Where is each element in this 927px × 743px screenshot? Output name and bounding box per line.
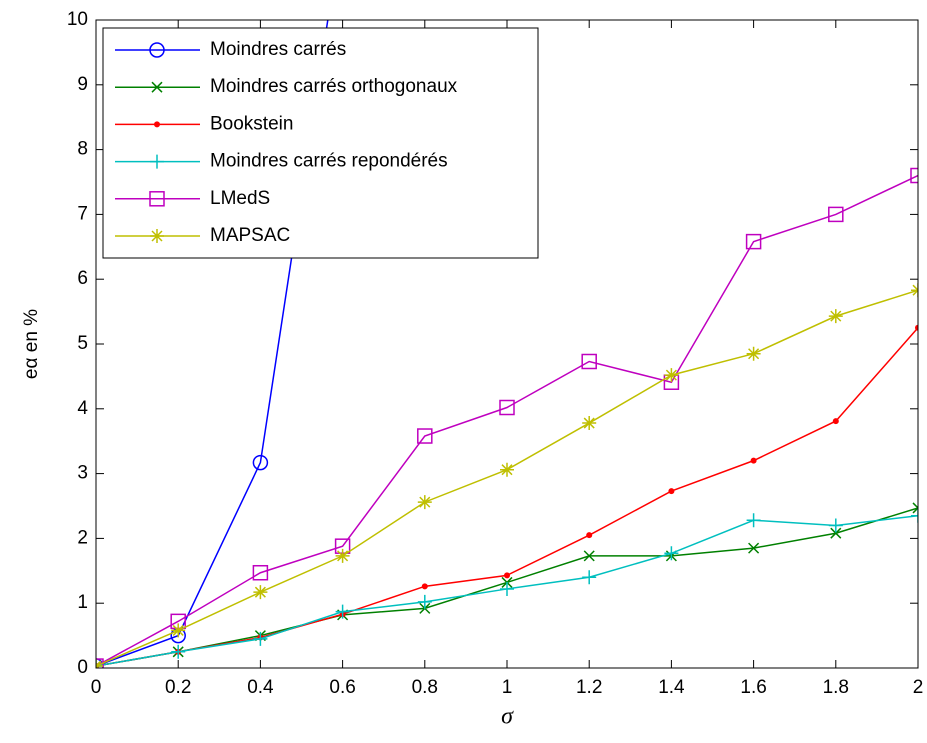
x-tick-label: 1 (502, 677, 513, 698)
legend-label: MAPSAC (210, 225, 290, 246)
y-axis-label: eα en % (21, 309, 42, 379)
marker (150, 154, 164, 169)
y-tick-label: 10 (67, 9, 88, 30)
legend-label: Moindres carrés (210, 39, 346, 60)
legend-label: Moindres carrés repondérés (210, 151, 448, 172)
marker (335, 604, 350, 619)
marker (500, 581, 514, 596)
x-axis-label: σ (501, 704, 514, 730)
marker (171, 623, 186, 638)
marker (910, 167, 918, 184)
plot-area (96, 20, 918, 668)
y-tick-label: 6 (77, 268, 88, 289)
marker (253, 631, 268, 646)
x-tick-label: 0.2 (165, 677, 191, 698)
axes-box (95, 19, 919, 669)
y-tick-label: 8 (77, 139, 88, 160)
marker (417, 594, 432, 609)
marker (912, 502, 918, 514)
x-tick-label: 0.8 (412, 677, 438, 698)
x-tick-label: 2 (913, 677, 924, 698)
marker (149, 42, 165, 58)
marker (582, 416, 597, 431)
marker (668, 488, 675, 495)
x-tick-label: 1.4 (658, 677, 685, 698)
marker (828, 518, 843, 533)
marker (581, 353, 597, 370)
marker (750, 457, 757, 464)
marker (664, 368, 679, 383)
legend-label: LMedS (210, 188, 270, 209)
y-tick-label: 9 (77, 74, 88, 95)
marker (748, 542, 760, 554)
marker (746, 346, 761, 361)
legend-label: Moindres carrés orthogonaux (210, 76, 458, 97)
marker (252, 454, 269, 471)
x-tick-label: 0 (91, 677, 102, 698)
series-line (96, 174, 918, 667)
marker (335, 548, 350, 563)
y-tick-label: 2 (77, 527, 88, 548)
x-tick-label: 1.2 (576, 677, 602, 698)
y-tick-label: 0 (77, 657, 88, 678)
marker (252, 564, 269, 581)
marker (500, 462, 514, 477)
y-tick-label: 1 (77, 592, 88, 613)
x-tick-label: 1.8 (823, 677, 849, 698)
marker (154, 121, 160, 128)
marker (149, 191, 165, 207)
marker (417, 495, 432, 510)
marker (832, 418, 839, 425)
marker (171, 644, 186, 659)
marker (746, 513, 761, 528)
y-tick-label: 3 (77, 463, 88, 484)
marker (915, 324, 918, 331)
marker (151, 81, 163, 93)
marker (828, 309, 843, 324)
marker (586, 532, 593, 539)
marker (417, 428, 433, 444)
y-tick-label: 7 (77, 203, 88, 224)
legend-label: Bookstein (210, 113, 293, 134)
marker (664, 546, 679, 561)
legend-box (102, 27, 539, 259)
marker (582, 570, 597, 585)
marker (253, 585, 268, 600)
y-tick-label: 4 (77, 398, 88, 419)
marker (150, 229, 164, 243)
marker (745, 233, 762, 250)
marker (828, 206, 844, 223)
marker (504, 572, 510, 579)
x-tick-label: 0.6 (329, 677, 355, 698)
marker (830, 527, 842, 539)
marker (499, 399, 515, 416)
y-tick-label: 5 (77, 333, 88, 354)
x-tick-label: 1.6 (740, 677, 766, 698)
x-tick-label: 0.4 (247, 677, 274, 698)
marker (911, 508, 918, 523)
marker (583, 550, 595, 562)
marker (421, 583, 428, 590)
